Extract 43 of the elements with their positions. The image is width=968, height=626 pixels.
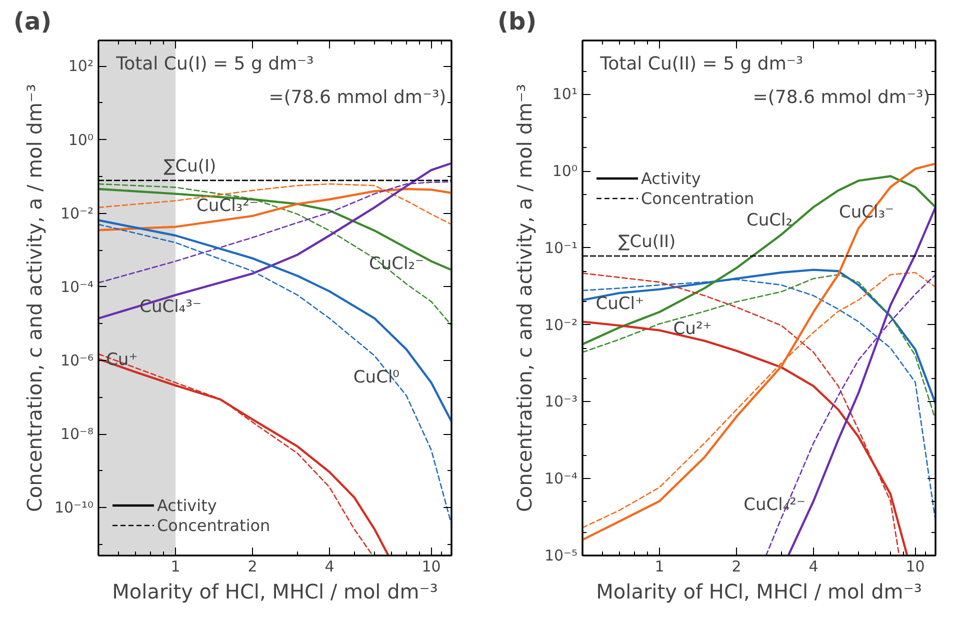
y-tick-label: 10⁻⁵ — [544, 546, 578, 564]
text: Total Cu(I) = 5 g dm⁻³ =(78.6 mmol dm⁻³) — [115, 53, 446, 108]
x-axis-title: Molarity of HCl, MHCl / mol dm⁻³ — [112, 580, 438, 604]
y-tick-label: 10⁻⁴ — [544, 470, 578, 488]
y-axis-title: Concentration, c and activity, a / mol dm⁻³ — [22, 84, 46, 512]
x-tick-label: 2 — [732, 558, 742, 576]
annotation: Concentration — [157, 516, 270, 534]
annotation: CuCl₃²⁻ — [196, 196, 258, 216]
annotation: CuCl⁺ — [596, 294, 644, 314]
text: Total Cu(II) = 5 g dm⁻³ =(78.6 mmol dm⁻³) — [599, 53, 930, 108]
x-tick-label: 1 — [170, 558, 180, 576]
annotation: CuCl⁰ — [353, 367, 400, 388]
annotation: ∑Cu(I) — [164, 156, 216, 176]
y-tick-label: 10⁻² — [60, 204, 94, 222]
annotation: ∑Cu(II) — [618, 232, 676, 252]
chart-title: (b) — [498, 8, 537, 36]
annotation: Activity — [157, 496, 217, 514]
x-tick-label: 2 — [248, 558, 258, 576]
y-tick-label: 10⁻⁶ — [60, 352, 94, 370]
y-tick-label: 10¹ — [552, 85, 578, 104]
x-tick-label: 10 — [906, 558, 925, 576]
x-axis-title: Molarity of HCl, MHCl / mol dm⁻³ — [596, 580, 922, 604]
y-tick-label: 10⁻³ — [544, 392, 578, 411]
annotation: Concentration — [641, 188, 754, 208]
annotation: CuCl₄²⁻ — [744, 495, 806, 516]
x-tick-label: 10 — [422, 558, 441, 576]
y-tick-label: 10⁻¹⁰ — [54, 498, 94, 517]
x-tick-label: 4 — [324, 558, 334, 576]
y-tick-label: 10⁰ — [552, 162, 578, 180]
annotation: Activity — [641, 168, 701, 188]
x-tick-label: 1 — [654, 558, 664, 576]
y-axis-title: Concentration, c and activity, a / mol dm⁻³ — [512, 84, 536, 512]
y-tick-label: 10⁰ — [68, 130, 94, 149]
y-tick-label: 10² — [68, 57, 94, 76]
chart-title: (a) — [14, 8, 52, 36]
y-tick-label: 10⁻¹ — [544, 238, 578, 257]
annotation: CuCl₄³⁻ — [140, 297, 202, 318]
y-tick-label: 10⁻⁴ — [60, 278, 94, 296]
y-tick-label: 10⁻⁸ — [60, 425, 94, 444]
y-tick-label: 10⁻² — [544, 316, 578, 334]
annotation: CuCl₂ — [746, 210, 793, 230]
annotation: Cu²⁺ — [673, 318, 712, 339]
x-tick-label: 4 — [808, 558, 818, 576]
